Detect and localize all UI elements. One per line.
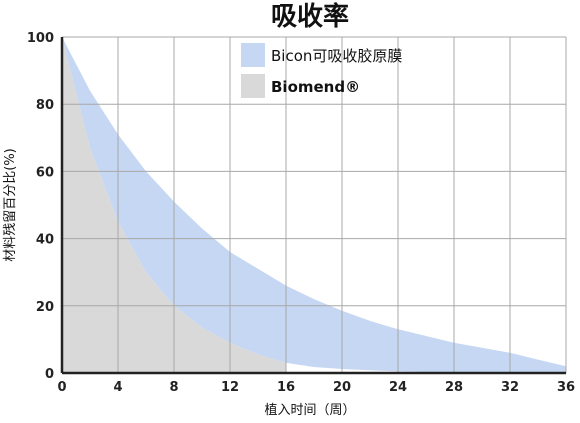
x-tick-label: 20 xyxy=(333,380,351,395)
y-tick-label: 0 xyxy=(45,367,54,382)
x-tick-label: 12 xyxy=(221,380,239,395)
y-tick-label: 80 xyxy=(36,98,54,113)
x-tick-label: 24 xyxy=(389,380,407,395)
legend-swatch-bicon xyxy=(241,43,265,67)
y-tick-label: 60 xyxy=(36,165,54,180)
x-tick-label: 0 xyxy=(57,380,66,395)
legend-swatch-biomend xyxy=(241,74,265,98)
legend-label-biomend: Biomend® xyxy=(271,78,360,96)
y-tick-label: 40 xyxy=(36,233,54,248)
y-tick-label: 20 xyxy=(36,300,54,315)
chart-title: 吸收率 xyxy=(271,1,349,32)
x-axis-label: 植入时间（周） xyxy=(264,403,355,418)
y-tick-label: 100 xyxy=(27,31,54,46)
x-tick-label: 16 xyxy=(277,380,295,395)
x-tick-label: 28 xyxy=(445,380,463,395)
x-tick-label: 8 xyxy=(169,380,178,395)
legend-label-bicon: Bicon可吸收胶原膜 xyxy=(271,47,402,65)
x-tick-label: 32 xyxy=(501,380,519,395)
legend: Bicon可吸收胶原膜 Biomend® xyxy=(241,43,402,98)
x-tick-label: 36 xyxy=(557,380,575,395)
y-axis-label: 材料残留百分比(%) xyxy=(3,148,18,262)
x-tick-label: 4 xyxy=(113,380,122,395)
bicon-area xyxy=(62,37,566,373)
